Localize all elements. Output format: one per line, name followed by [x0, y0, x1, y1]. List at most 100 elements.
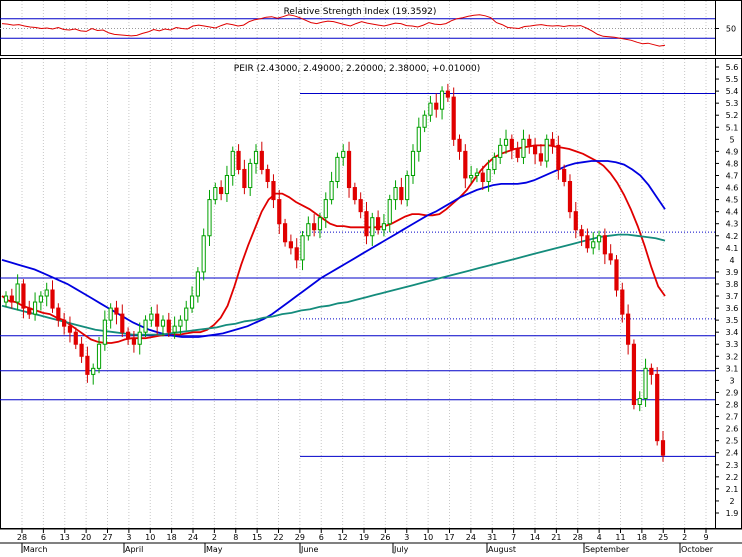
candle-up — [474, 172, 480, 176]
candle-up — [149, 313, 154, 321]
candle-up — [160, 319, 166, 327]
date-tick-label: 29 — [295, 533, 305, 542]
candle-down — [364, 211, 369, 237]
candle-up — [38, 295, 43, 303]
price-tick-label: 2.7 — [726, 413, 739, 422]
candle-up — [15, 283, 20, 303]
price-tick-label: 3.1 — [726, 364, 739, 373]
date-tick-label: 24 — [188, 533, 198, 542]
date-tick-label: 4 — [597, 533, 602, 542]
candle-up — [637, 397, 642, 406]
candle-up — [91, 367, 96, 375]
candle-down — [73, 331, 78, 345]
date-axis: 28 6 13 20 27 3 10 18 24 2 8 15 22 29 6 12 19 26 3 10 17 24 31… — [0, 528, 742, 554]
price-tick-label: 4.3 — [726, 220, 739, 229]
candle-up — [184, 307, 189, 321]
price-tick-label: 4.9 — [726, 147, 739, 156]
candle-down — [445, 90, 450, 98]
date-tick-label: 11 — [615, 533, 625, 542]
candle-up — [102, 319, 107, 345]
candle-up — [306, 223, 311, 237]
price-tick-label: 4 — [729, 256, 734, 265]
price-tick-label: 4.6 — [726, 184, 739, 193]
price-tick-label: 2.4 — [726, 449, 739, 458]
rsi-series-line — [1, 14, 666, 47]
date-tick-label: 20 — [81, 533, 91, 542]
price-y-axis: 1.9 2 2.1 2.2 2.3 2.4 2.5 2.6 2.7 2.8 2.9 3 3.1 3.2 3.… — [715, 59, 738, 528]
candle-up — [393, 187, 398, 201]
candle-up — [596, 235, 602, 243]
candle-down — [62, 319, 67, 327]
candle-up — [201, 235, 206, 273]
candle-down — [242, 168, 247, 189]
candle-up — [370, 217, 375, 237]
candle-down — [480, 172, 485, 183]
price-tick-label: 5.4 — [726, 87, 739, 96]
candle-up — [422, 114, 427, 128]
candle-down — [579, 229, 584, 237]
date-tick-label: 2 — [682, 533, 687, 542]
price-tick-label: 3.6 — [726, 304, 739, 313]
candle-up — [503, 138, 509, 146]
candle-up — [335, 156, 340, 183]
candle-up — [486, 168, 491, 183]
candle-down — [288, 241, 293, 249]
price-tick-label: 4.8 — [726, 159, 739, 168]
candle-up — [230, 150, 235, 176]
price-horizontal-levels — [0, 93, 715, 457]
month-label: October — [681, 545, 714, 554]
candle-down — [352, 187, 357, 201]
price-tick-label: 3.8 — [726, 280, 739, 289]
date-tick-label: 25 — [658, 533, 668, 542]
candle-down — [532, 144, 538, 155]
date-tick-label: 19 — [359, 533, 369, 542]
candle-up — [178, 319, 183, 327]
date-tick-label: 7 — [511, 533, 516, 542]
candle-up — [189, 295, 195, 309]
candle-down — [660, 440, 666, 456]
moving-average-line-1 — [1, 144, 666, 344]
candle-up — [439, 90, 445, 110]
price-tick-label: 4.5 — [726, 196, 739, 205]
candle-down — [131, 337, 137, 345]
month-label: June — [300, 545, 319, 554]
date-tick-label: 28 — [17, 533, 27, 542]
date-tick-label: 9 — [703, 533, 708, 542]
candle-down — [376, 217, 381, 231]
candle-up — [248, 162, 253, 189]
candle-down — [125, 331, 131, 339]
candle-down — [27, 307, 32, 315]
candle-down — [155, 313, 160, 327]
candle-down — [358, 199, 363, 213]
date-tick-label: 10 — [145, 533, 155, 542]
candle-down — [620, 289, 625, 315]
candle-down — [236, 150, 241, 170]
candle-down — [626, 313, 631, 345]
date-tick-label: 27 — [102, 533, 112, 542]
date-tick-label: 13 — [60, 533, 70, 542]
date-tick-label: 12 — [338, 533, 348, 542]
price-tick-label: 2.2 — [726, 473, 739, 482]
candle-down — [515, 148, 520, 158]
price-tick-label: 3 — [729, 376, 734, 385]
candle-down — [608, 253, 613, 261]
candle-down — [550, 138, 555, 146]
rsi-y-axis: 50 — [715, 0, 736, 56]
candle-up — [300, 235, 305, 261]
price-tick-label: 3.3 — [726, 340, 739, 349]
candle-up — [96, 343, 102, 369]
candle-up — [137, 331, 142, 345]
month-label: August — [488, 545, 516, 554]
candle-down — [120, 313, 125, 333]
price-tick-label: 5.3 — [726, 99, 739, 108]
candle-down — [562, 168, 567, 183]
candle-down — [585, 235, 590, 249]
candle-down — [509, 138, 514, 150]
date-tick-label: 18 — [167, 533, 177, 542]
price-tick-label: 3.7 — [726, 292, 739, 301]
candle-up — [329, 181, 334, 201]
price-tick-label: 5.6 — [726, 63, 739, 72]
candle-up — [108, 307, 113, 321]
month-label: September — [585, 545, 630, 554]
candle-down — [538, 153, 544, 162]
